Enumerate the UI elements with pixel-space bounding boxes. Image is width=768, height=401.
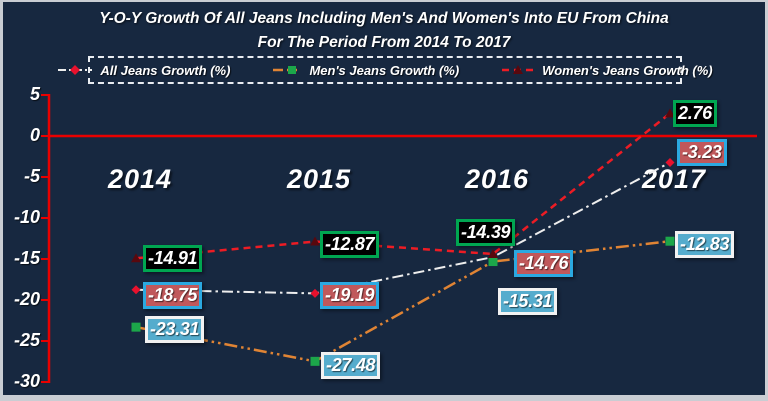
legend-label-mens-jeans: Men's Jeans Growth (%) (309, 62, 460, 78)
data-label-series2-2016: -14.39 (456, 219, 516, 246)
y-axis-tick-label: -20 (13, 289, 40, 309)
chart-title: Y-O-Y Growth Of All Jeans Including Men'… (3, 7, 765, 55)
y-axis-tick-label: 5 (29, 84, 40, 104)
marker-square (665, 236, 675, 246)
mens-jeans-line-sample-icon (273, 66, 302, 74)
legend-item-womens-jeans: Women's Jeans Growth (%) (501, 62, 713, 78)
legend-item-mens-jeans: Men's Jeans Growth (%) (272, 63, 459, 78)
series-line-0 (135, 161, 671, 295)
data-label-series2-2015: -12.87 (320, 231, 380, 258)
year-label-2015: 2015 (286, 164, 352, 194)
chart-title-line-1: Y-O-Y Growth Of All Jeans Including Men'… (99, 10, 669, 27)
data-label-series1-2014: -23.31 (145, 316, 205, 343)
data-label-series2-2017: 2.76 (673, 100, 717, 127)
marker-square (310, 356, 320, 366)
legend-label-all-jeans: All Jeans Growth (%) (100, 62, 231, 78)
womens-jeans-line-sample-icon (502, 65, 535, 74)
data-label-series1-2016: -15.31 (498, 288, 558, 315)
series-line-2 (135, 112, 671, 260)
marker-square (488, 257, 498, 267)
data-label-series0-2017: -3.23 (677, 139, 727, 166)
marker-triangle (310, 236, 320, 246)
all-jeans-line-sample-icon (58, 65, 93, 75)
legend-label-womens-jeans: Women's Jeans Growth (%) (542, 62, 713, 78)
marker-triangle (665, 108, 675, 118)
data-label-series1-2017: -12.83 (675, 231, 735, 258)
y-axis-tick-label: -30 (13, 371, 40, 391)
data-label-series0-2014: -18.75 (143, 282, 203, 309)
legend-item-all-jeans: All Jeans Growth (%) (57, 63, 230, 78)
data-label-series0-2015: -19.19 (320, 282, 380, 309)
marker-triangle (488, 248, 498, 258)
marker-square (131, 322, 141, 332)
marker-diamond (488, 252, 498, 262)
data-label-series1-2015: -27.48 (321, 352, 381, 379)
y-axis-tick-label: 0 (29, 125, 40, 145)
marker-diamond (310, 288, 320, 298)
data-label-series0-2016: -14.76 (514, 250, 574, 277)
marker-diamond (665, 157, 675, 167)
year-label-2017: 2017 (641, 164, 707, 194)
chart-title-line-2: For The Period From 2014 To 2017 (257, 34, 511, 51)
series-line-1 (135, 239, 671, 363)
year-label-2016: 2016 (464, 164, 530, 194)
legend: All Jeans Growth (%) Men's Jeans Growth … (58, 56, 713, 84)
marker-diamond (131, 285, 141, 295)
y-axis-tick-label: -5 (23, 166, 40, 186)
year-label-2014: 2014 (107, 164, 173, 194)
marker-triangle (131, 253, 141, 263)
y-axis-tick-label: -10 (13, 207, 40, 227)
y-axis-tick-label: -25 (13, 330, 40, 350)
y-axis-tick-label: -15 (13, 248, 40, 268)
data-label-series2-2014: -14.91 (143, 245, 203, 272)
